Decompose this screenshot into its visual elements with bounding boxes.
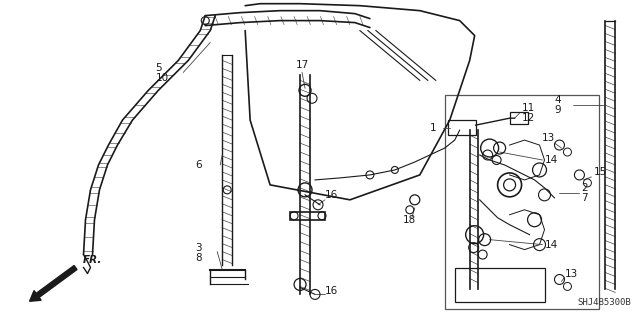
Bar — [454, 268, 545, 302]
Text: 18: 18 — [403, 215, 416, 225]
Text: 6: 6 — [195, 160, 202, 170]
Text: 17: 17 — [296, 60, 309, 70]
Text: 1: 1 — [430, 123, 436, 133]
Text: 8: 8 — [195, 253, 202, 263]
Bar — [448, 120, 476, 135]
Text: 16: 16 — [325, 286, 338, 296]
Text: 14: 14 — [545, 155, 558, 165]
Text: 9: 9 — [554, 105, 561, 115]
Text: 10: 10 — [156, 73, 168, 83]
Bar — [509, 112, 527, 124]
Text: 4: 4 — [554, 95, 561, 105]
Text: 16: 16 — [325, 190, 338, 200]
Text: SHJ4B5300B: SHJ4B5300B — [577, 298, 631, 307]
Text: 7: 7 — [581, 193, 588, 203]
Bar — [290, 212, 325, 220]
Text: 3: 3 — [195, 243, 202, 253]
Text: FR.: FR. — [83, 255, 102, 264]
Text: 11: 11 — [522, 103, 535, 113]
Text: 2: 2 — [581, 183, 588, 193]
Bar — [445, 95, 600, 309]
Text: 13: 13 — [541, 133, 555, 143]
FancyArrow shape — [29, 265, 77, 301]
Text: 5: 5 — [156, 63, 162, 73]
Text: 13: 13 — [564, 269, 578, 278]
Text: 15: 15 — [593, 167, 607, 177]
Text: 12: 12 — [522, 113, 535, 123]
Text: 14: 14 — [545, 240, 558, 250]
